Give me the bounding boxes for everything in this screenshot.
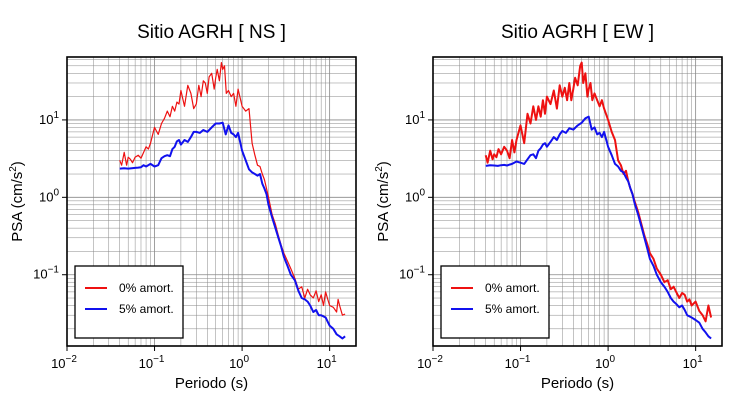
x-tick-exponent: −1 — [153, 354, 165, 365]
y-tick-exponent: 1 — [53, 110, 59, 121]
chart-title: Sitio AGRH [ NS ] — [137, 22, 286, 43]
x-tick-base: 10 — [417, 356, 431, 371]
y-tick-base: 10 — [405, 189, 419, 204]
x-tick-exponent: 1 — [697, 354, 703, 365]
legend-label-damped: 5% amort. — [485, 302, 540, 316]
series-line-damped — [485, 115, 712, 340]
x-axis-label: Periodo (s) — [175, 375, 248, 392]
y-axis-label-main: PSA (cm/s — [9, 172, 26, 242]
x-tick-label: 100 — [229, 354, 249, 371]
y-tick-label: 100 — [39, 187, 59, 204]
y-tick-base: 10 — [405, 112, 419, 127]
x-tick-exponent: 0 — [610, 354, 616, 365]
x-tick-label: 101 — [683, 354, 703, 371]
y-tick-exponent: −1 — [48, 265, 60, 276]
y-axis-label-sup: 2 — [8, 166, 19, 172]
legend-label-damped: 5% amort. — [119, 302, 174, 316]
y-axis-label-close: ) — [375, 161, 392, 166]
y-tick-label: 10−1 — [399, 265, 425, 282]
plot-frame — [432, 56, 723, 347]
x-tick-exponent: −2 — [66, 354, 78, 365]
y-axis-label-main: PSA (cm/s — [375, 172, 392, 242]
legend-label-undamped: 0% amort. — [119, 281, 174, 295]
y-tick-exponent: 1 — [419, 110, 425, 121]
series-line-undamped — [484, 61, 713, 323]
y-tick-label: 10−1 — [33, 265, 59, 282]
y-axis-label-sup: 2 — [374, 166, 385, 172]
x-tick-base: 10 — [317, 356, 331, 371]
x-tick-label: 10−2 — [51, 354, 77, 371]
x-tick-label: 101 — [317, 354, 337, 371]
legend: 0% amort. 5% amort. — [440, 265, 550, 339]
x-tick-label: 100 — [595, 354, 615, 371]
y-tick-base: 10 — [39, 112, 53, 127]
series-line-damped — [119, 121, 346, 340]
y-tick-base: 10 — [39, 189, 53, 204]
x-tick-label: 10−1 — [139, 354, 165, 371]
x-tick-base: 10 — [595, 356, 609, 371]
y-tick-label: 101 — [39, 110, 59, 127]
y-tick-exponent: 0 — [419, 187, 425, 198]
chart-title: Sitio AGRH [ EW ] — [501, 22, 654, 43]
x-tick-label: 10−2 — [417, 354, 443, 371]
y-tick-exponent: −1 — [414, 265, 426, 276]
legend-label-undamped: 0% amort. — [485, 281, 540, 295]
legend-box — [440, 265, 550, 339]
x-tick-label: 10−1 — [505, 354, 531, 371]
x-tick-base: 10 — [51, 356, 65, 371]
y-axis-label: PSA (cm/s2) — [374, 161, 392, 242]
legend-box — [74, 265, 184, 339]
plot-frame — [66, 56, 357, 347]
y-tick-exponent: 0 — [53, 187, 59, 198]
x-axis-label: Periodo (s) — [541, 375, 614, 392]
x-tick-base: 10 — [139, 356, 153, 371]
y-tick-base: 10 — [399, 267, 413, 282]
y-tick-base: 10 — [33, 267, 47, 282]
y-tick-label: 101 — [405, 110, 425, 127]
x-tick-base: 10 — [229, 356, 243, 371]
x-tick-exponent: 0 — [244, 354, 250, 365]
y-tick-label: 100 — [405, 187, 425, 204]
y-axis-label: PSA (cm/s2) — [8, 161, 26, 242]
x-tick-exponent: −2 — [432, 354, 444, 365]
grid — [67, 57, 356, 346]
x-tick-exponent: −1 — [519, 354, 531, 365]
series-line-undamped — [119, 61, 346, 316]
x-tick-exponent: 1 — [331, 354, 337, 365]
x-tick-base: 10 — [683, 356, 697, 371]
y-axis-label-close: ) — [9, 161, 26, 166]
x-tick-base: 10 — [505, 356, 519, 371]
legend: 0% amort. 5% amort. — [74, 265, 184, 339]
